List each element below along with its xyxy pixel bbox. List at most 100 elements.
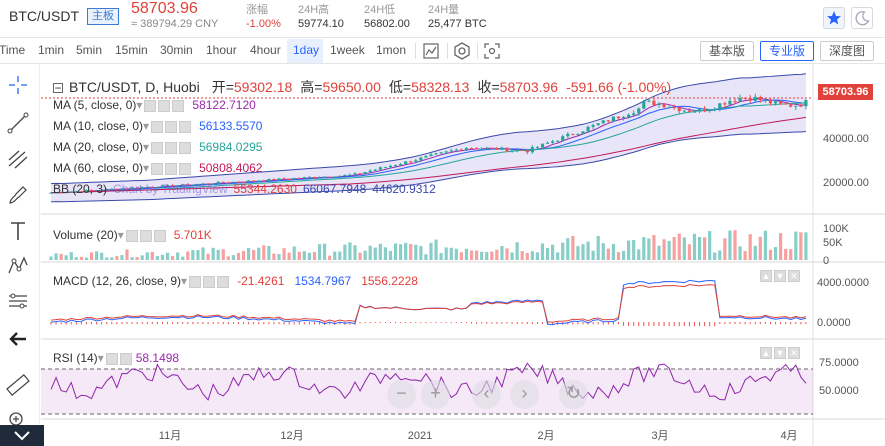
candle-body: [530, 147, 534, 153]
pane-up-arrow-icon[interactable]: ▲: [760, 347, 772, 359]
macd-tick: 0.0000: [817, 317, 851, 329]
settings-icon[interactable]: [203, 275, 216, 288]
close-icon[interactable]: [172, 99, 185, 112]
volume-bar: [282, 248, 286, 260]
close-icon[interactable]: [217, 275, 230, 288]
visibility-icon[interactable]: [105, 352, 118, 365]
tf-time[interactable]: Time: [0, 43, 26, 57]
bb-legend[interactable]: BB (20, 3) Chart by TradingView 55344.2630…: [53, 182, 436, 196]
tf-5min[interactable]: 5min: [76, 43, 103, 57]
dropdown-icon: ▾: [181, 274, 188, 288]
text-tool-icon[interactable]: [5, 218, 31, 244]
close-icon[interactable]: [179, 141, 192, 154]
scroll-left-button[interactable]: ‹: [472, 380, 501, 409]
ma10-label: MA (10, close, 0): [53, 119, 144, 133]
visibility-icon[interactable]: [189, 275, 202, 288]
favorite-button[interactable]: [823, 7, 845, 29]
candle-body: [697, 108, 702, 112]
chart-area[interactable]: 40000.00 20000.00 100K 50K 0 4000.0000 0.0000 7…: [41, 64, 885, 446]
visibility-icon[interactable]: [144, 99, 157, 112]
pane-close-icon[interactable]: ✕: [788, 347, 800, 359]
ma5-legend[interactable]: MA (5, close, 0) ▾ 58122.7120: [53, 98, 256, 112]
candle-body: [312, 177, 317, 179]
zoom-in-button[interactable]: +: [421, 380, 450, 409]
basic-view-button[interactable]: 基本版: [700, 41, 755, 61]
close-icon[interactable]: [179, 162, 192, 175]
close-icon[interactable]: [179, 120, 192, 133]
scroll-right-button[interactable]: ›: [510, 380, 539, 409]
settings-icon[interactable]: [139, 229, 152, 242]
volume-bar: [753, 245, 757, 260]
tf-1week[interactable]: 1week: [330, 43, 365, 57]
crosshair-icon[interactable]: [5, 72, 31, 98]
depth-view-button[interactable]: 深度图: [820, 41, 875, 61]
pattern-tool-icon[interactable]: [5, 253, 31, 279]
trend-line-icon[interactable]: [5, 110, 31, 136]
ruler-icon[interactable]: [5, 372, 31, 398]
pair-name[interactable]: BTC/USDT: [9, 8, 79, 24]
theme-toggle-button[interactable]: [851, 7, 873, 29]
ma60-legend[interactable]: MA (60, close, 0) ▾ 50808.4062: [53, 161, 262, 175]
ma20-legend[interactable]: MA (20, close, 0) ▾ 56984.0295: [53, 140, 262, 154]
bb-lower-value: 44620.9312: [372, 182, 436, 196]
volume-legend[interactable]: Volume (20) ▾ 5.701K: [53, 228, 212, 242]
volume-bar: [500, 246, 504, 260]
candle-body: [64, 192, 68, 194]
brush-icon[interactable]: [5, 182, 31, 208]
visibility-icon[interactable]: [151, 162, 164, 175]
pane-close-icon[interactable]: ✕: [788, 270, 800, 282]
candle-body: [120, 188, 124, 190]
volume-bar: [307, 252, 311, 260]
volume-bar: [743, 251, 747, 260]
toolbar-divider: [415, 43, 416, 59]
visibility-icon[interactable]: [151, 141, 164, 154]
tf-30min[interactable]: 30min: [160, 43, 193, 57]
candle-body: [738, 98, 742, 102]
chart-type-icon[interactable]: [421, 41, 441, 61]
macd-legend[interactable]: MACD (12, 26, close, 9) ▾ -21.4261 1534.7…: [53, 274, 418, 288]
collapse-toolbar-button[interactable]: [0, 425, 44, 446]
volume-bar: [687, 244, 691, 260]
candle-body: [551, 141, 555, 143]
fib-tool-icon[interactable]: [5, 146, 31, 172]
pane-up-arrow-icon[interactable]: ▲: [760, 270, 772, 282]
settings-icon[interactable]: [119, 352, 132, 365]
volume-bar: [773, 247, 778, 260]
ma10-legend[interactable]: MA (10, close, 0) ▾ 56133.5570: [53, 119, 262, 133]
tf-1mon[interactable]: 1mon: [376, 43, 407, 57]
volume-bar: [312, 251, 317, 260]
tf-1hour[interactable]: 1hour: [206, 43, 237, 57]
candle-body: [794, 105, 798, 107]
tf-1min[interactable]: 1min: [38, 43, 65, 57]
pro-view-button[interactable]: 专业版: [760, 41, 815, 61]
tf-4hour[interactable]: 4hour: [250, 43, 281, 57]
settings-icon[interactable]: [165, 120, 178, 133]
prediction-tool-icon[interactable]: [5, 288, 31, 314]
pane-down-arrow-icon[interactable]: ▼: [774, 347, 786, 359]
tf-15min[interactable]: 15min: [115, 43, 148, 57]
volume-bar: [480, 251, 484, 260]
candle-body: [723, 103, 727, 105]
volume-bar: [789, 249, 793, 260]
dropdown-icon: ▾: [143, 161, 150, 175]
back-arrow-icon[interactable]: [5, 326, 31, 352]
visibility-icon[interactable]: [151, 120, 164, 133]
close-icon[interactable]: [153, 229, 166, 242]
volume-bar: [181, 256, 185, 260]
collapse-legend-icon[interactable]: −: [53, 81, 63, 95]
zoom-out-button[interactable]: −: [387, 380, 416, 409]
close-label-legend: 收=: [477, 79, 500, 95]
rsi-legend[interactable]: RSI (14) ▾ 58.1498: [53, 351, 179, 365]
fullscreen-icon[interactable]: [482, 41, 502, 61]
candle-body: [89, 190, 94, 192]
reset-chart-button[interactable]: ↻: [559, 380, 588, 409]
settings-icon[interactable]: [158, 99, 171, 112]
pane-down-arrow-icon[interactable]: ▼: [774, 270, 786, 282]
settings-icon[interactable]: [452, 41, 472, 61]
volume-bar: [505, 248, 509, 260]
candle-body: [586, 126, 590, 132]
tf-1day[interactable]: 1day: [293, 43, 320, 57]
visibility-icon[interactable]: [125, 229, 138, 242]
settings-icon[interactable]: [165, 141, 178, 154]
settings-icon[interactable]: [165, 162, 178, 175]
